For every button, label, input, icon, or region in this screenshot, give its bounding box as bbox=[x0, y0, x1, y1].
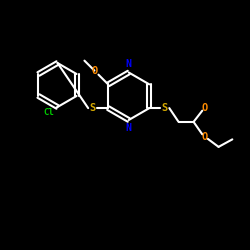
Text: O: O bbox=[91, 66, 98, 76]
Text: O: O bbox=[202, 103, 208, 113]
Text: O: O bbox=[202, 132, 208, 142]
Text: N: N bbox=[126, 60, 132, 70]
Text: N: N bbox=[126, 123, 132, 133]
Text: S: S bbox=[90, 103, 96, 113]
Text: S: S bbox=[162, 103, 168, 113]
Text: Cl: Cl bbox=[44, 108, 54, 117]
